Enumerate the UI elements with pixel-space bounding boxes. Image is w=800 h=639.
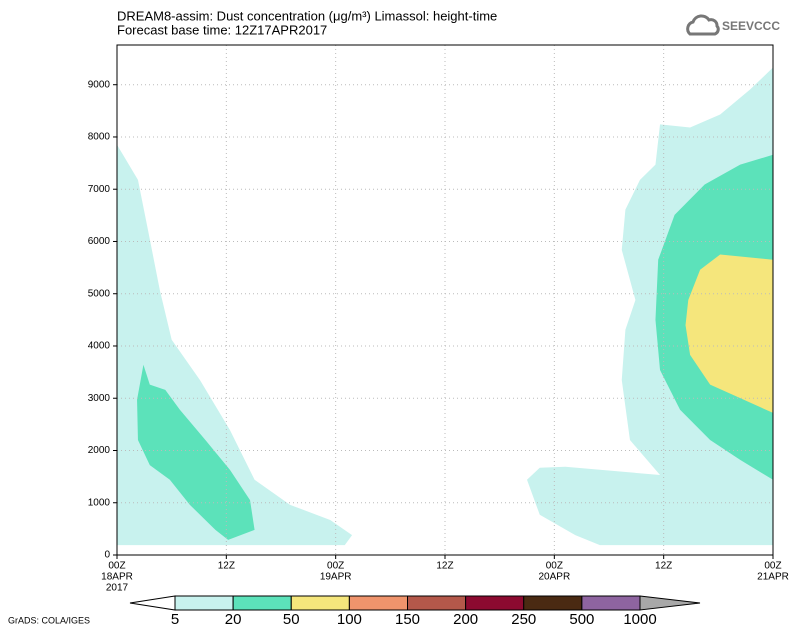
y-tick-label: 7000 <box>88 184 111 195</box>
x-tick-label: 2017 <box>106 583 129 594</box>
logo-icon <box>686 14 720 36</box>
colorbar-below <box>129 595 176 611</box>
y-tick-label: 0 <box>104 550 110 561</box>
colorbar-box <box>290 595 350 611</box>
x-tick-label: 12Z <box>436 561 453 572</box>
colorbar-label: 500 <box>569 611 594 628</box>
colorbar-label: 150 <box>395 611 420 628</box>
footer: GrADS: COLA/IGES <box>8 615 90 625</box>
y-tick-label: 1000 <box>88 497 111 508</box>
colorbar-above <box>639 595 701 611</box>
x-tick-label: 12Z <box>655 561 672 572</box>
colorbar-label: 20 <box>225 611 242 628</box>
colorbar-label: 5 <box>171 611 179 628</box>
x-tick-label: 21APR <box>757 572 789 583</box>
colorbar-label: 200 <box>453 611 478 628</box>
x-tick-label: 18APR <box>101 572 133 583</box>
colorbar-label: 50 <box>283 611 300 628</box>
y-tick-label: 4000 <box>88 341 111 352</box>
x-tick-label: 12Z <box>218 561 235 572</box>
y-tick-label: 6000 <box>88 236 111 247</box>
x-tick-label: 19APR <box>320 572 352 583</box>
colorbar-box <box>232 595 292 611</box>
colorbar-label: 100 <box>337 611 362 628</box>
y-tick-label: 2000 <box>88 445 111 456</box>
x-tick-label: 20APR <box>538 572 570 583</box>
colorbar-label: 250 <box>511 611 536 628</box>
y-tick-label: 5000 <box>88 288 111 299</box>
colorbar-box <box>174 595 234 611</box>
x-tick-label: 00Z <box>546 561 563 572</box>
chart-subtitle: Forecast base time: 12Z17APR2017 <box>117 22 327 37</box>
contour-region <box>685 254 773 413</box>
colorbar-box <box>465 595 525 611</box>
x-tick-label: 00Z <box>327 561 344 572</box>
contour-region <box>137 364 255 540</box>
colorbar-box <box>581 595 641 611</box>
logo-text: SEEVCCC <box>722 19 780 33</box>
colorbar-label: 1000 <box>623 611 656 628</box>
chart-title: DREAM8-assim: Dust concentration (μg/m³)… <box>117 8 497 23</box>
y-tick-label: 8000 <box>88 132 111 143</box>
colorbar-box <box>348 595 408 611</box>
y-tick-label: 3000 <box>88 393 111 404</box>
colorbar-box <box>407 595 467 611</box>
colorbar-box <box>523 595 583 611</box>
y-tick-label: 9000 <box>88 79 111 90</box>
x-tick-label: 00Z <box>108 561 125 572</box>
x-tick-label: 00Z <box>764 561 781 572</box>
